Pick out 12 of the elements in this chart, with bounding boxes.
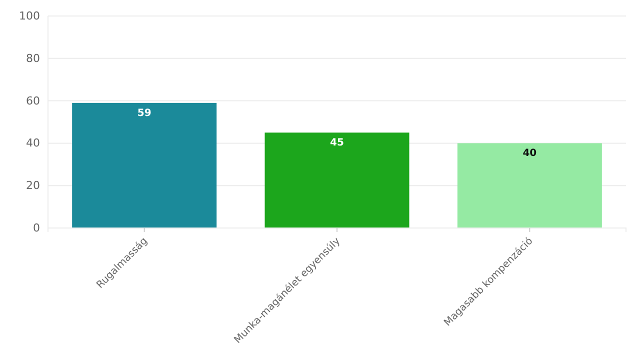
y-tick-label: 80 bbox=[26, 52, 40, 65]
bar bbox=[457, 143, 602, 228]
data-label: 59 bbox=[137, 108, 152, 119]
y-tick-label: 20 bbox=[26, 179, 40, 192]
y-tick-label: 100 bbox=[19, 10, 40, 23]
y-tick-label: 60 bbox=[26, 94, 40, 108]
data-label: 40 bbox=[522, 148, 537, 160]
y-tick-label: 0 bbox=[33, 222, 40, 235]
bar bbox=[72, 102, 217, 228]
data-label: 45 bbox=[330, 138, 344, 149]
bar bbox=[264, 132, 410, 228]
y-tick-label: 40 bbox=[26, 136, 40, 150]
